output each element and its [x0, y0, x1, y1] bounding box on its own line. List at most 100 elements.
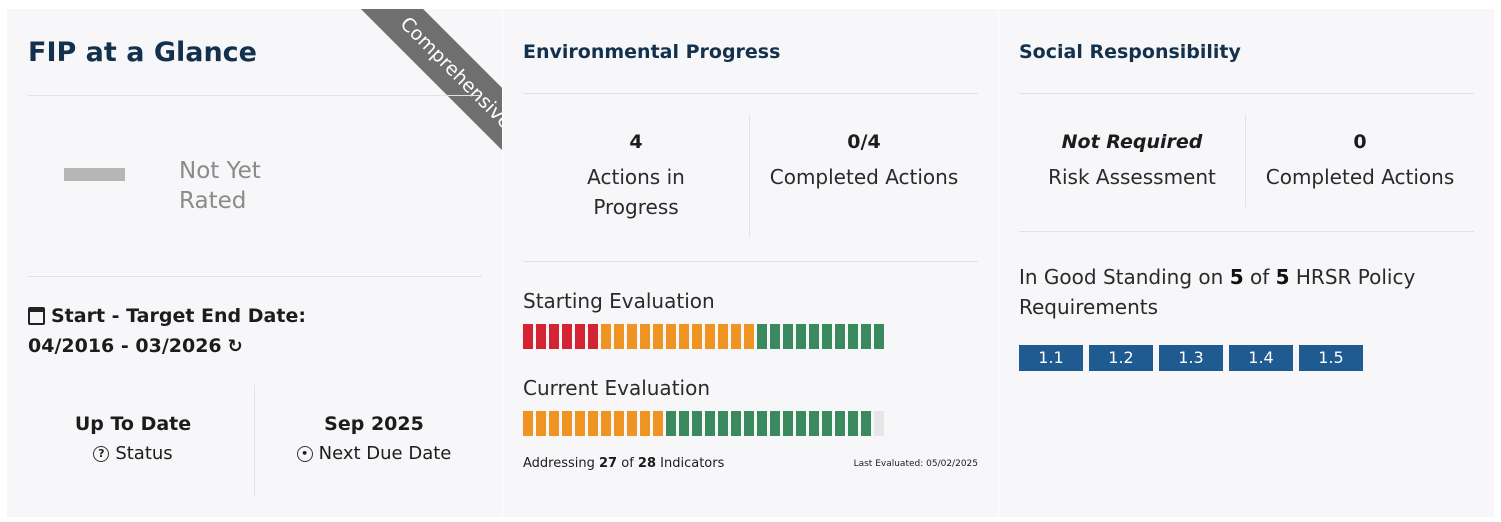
current-evaluation-label: Current Evaluation — [523, 376, 711, 400]
evaluation-segment-orange — [523, 411, 533, 436]
calendar-icon — [28, 307, 45, 325]
evaluation-segment-green — [861, 324, 871, 349]
indicator-of: of — [621, 456, 634, 471]
help-circle-icon[interactable]: ? — [93, 445, 110, 462]
comprehensive-ribbon: Comprehensive — [348, 9, 502, 179]
divider-vertical — [254, 385, 255, 497]
status-label: Status — [115, 443, 173, 464]
evaluation-segment-green — [835, 324, 845, 349]
divider — [523, 261, 978, 262]
policy-badge-1-5[interactable]: 1.5 — [1299, 345, 1363, 371]
current-evaluation-bar — [523, 411, 884, 436]
divider — [28, 95, 482, 96]
evaluation-segment-orange — [666, 324, 676, 349]
rating-placeholder-bar — [64, 168, 125, 181]
social-completed-value: 0 — [1353, 131, 1367, 153]
policy-badge-1-1[interactable]: 1.1 — [1019, 345, 1083, 371]
rating-line-1: Not Yet — [179, 158, 261, 184]
evaluation-segment-green — [770, 324, 780, 349]
starting-evaluation-bar — [523, 324, 884, 349]
evaluation-segment-orange — [731, 324, 741, 349]
evaluation-segment-green — [809, 411, 819, 436]
risk-label: Risk Assessment — [1048, 165, 1216, 189]
risk-value: Not Required — [1061, 131, 1203, 153]
indicator-suffix: Indicators — [660, 456, 725, 471]
evaluation-segment-green — [861, 411, 871, 436]
evaluation-segment-orange — [653, 324, 663, 349]
evaluation-segment-green — [744, 411, 754, 436]
divider — [523, 93, 978, 94]
evaluation-segment-green — [874, 324, 884, 349]
evaluation-segment-orange — [588, 411, 598, 436]
due-date-stat: Sep 2025 • Next Due Date — [269, 413, 479, 464]
clock-icon: • — [296, 445, 313, 462]
evaluation-segment-green — [757, 411, 767, 436]
evaluation-segment-orange — [614, 411, 624, 436]
evaluation-segment-red — [562, 324, 572, 349]
last-evaluated: Last Evaluated: 05/02/2025 — [853, 459, 978, 469]
evaluation-segment-orange — [718, 324, 728, 349]
evaluation-segment-orange — [536, 411, 546, 436]
evaluation-segment-orange — [640, 411, 650, 436]
divider-vertical — [749, 115, 750, 237]
evaluation-segment-green — [783, 411, 793, 436]
evaluation-segment-orange — [575, 411, 585, 436]
indicator-total: 28 — [637, 456, 657, 471]
status-value: Up To Date — [74, 413, 192, 435]
fip-glance-panel: FIP at a Glance Comprehensive Not Yet Ra… — [7, 9, 502, 517]
evaluation-segment-red — [588, 324, 598, 349]
good-standing-text: In Good Standing on 5 of 5 HRSR Policy R… — [1019, 262, 1419, 322]
indicator-addressed: 27 — [599, 456, 618, 471]
due-date-label-row: • Next Due Date — [269, 443, 479, 464]
completed-label: Completed Actions — [769, 165, 959, 189]
evaluation-segment-green — [796, 411, 806, 436]
evaluation-segment-green — [822, 324, 832, 349]
page-title: FIP at a Glance — [28, 37, 257, 68]
due-date-value: Sep 2025 — [324, 413, 424, 435]
evaluation-segment-orange — [562, 411, 572, 436]
evaluation-segment-orange — [705, 324, 715, 349]
environmental-panel: Environmental Progress 4 Actions in Prog… — [503, 9, 998, 517]
evaluation-segment-green — [705, 411, 715, 436]
evaluation-segment-green — [770, 411, 780, 436]
evaluation-segment-orange — [653, 411, 663, 436]
refresh-icon[interactable]: ↻ — [227, 335, 243, 357]
standing-of: of — [1249, 265, 1270, 289]
actions-label: Actions in Progress — [587, 165, 685, 219]
divider — [1019, 231, 1474, 232]
rating-text: Not Yet Rated — [179, 156, 299, 216]
status-label-row: ? Status — [28, 443, 238, 464]
evaluation-segment-orange — [614, 324, 624, 349]
divider — [28, 276, 482, 277]
standing-total: 5 — [1275, 265, 1290, 289]
social-completed-metric: 0 Completed Actions — [1246, 131, 1474, 192]
rating-line-2: Rated — [179, 188, 247, 214]
evaluation-segment-green — [848, 324, 858, 349]
evaluation-segment-green — [718, 411, 728, 436]
standing-prefix: In Good Standing on — [1019, 265, 1224, 289]
evaluation-segment-red — [549, 324, 559, 349]
evaluation-segment-red — [523, 324, 533, 349]
due-date-label: Next Due Date — [318, 443, 452, 464]
evaluation-segment-orange — [549, 411, 559, 436]
indicator-prefix: Addressing — [523, 456, 595, 471]
evaluation-segment-green — [796, 324, 806, 349]
evaluation-segment-green — [822, 411, 832, 436]
risk-assessment-metric: Not Required Risk Assessment — [1019, 131, 1245, 192]
ribbon-container: Comprehensive — [332, 9, 502, 179]
policy-badge-1-3[interactable]: 1.3 — [1159, 345, 1223, 371]
policy-badge-1-4[interactable]: 1.4 — [1229, 345, 1293, 371]
actions-in-progress-metric: 4 Actions in Progress — [523, 131, 749, 222]
evaluation-segment-orange — [627, 411, 637, 436]
policy-badge-1-2[interactable]: 1.2 — [1089, 345, 1153, 371]
evaluation-segment-green — [809, 324, 819, 349]
date-label-text: Start - Target End Date: — [51, 305, 306, 327]
date-label: Start - Target End Date: — [28, 305, 306, 327]
evaluation-segment-red — [536, 324, 546, 349]
evaluation-segment-orange — [744, 324, 754, 349]
social-panel: Social Responsibility Not Required Risk … — [999, 9, 1494, 517]
evaluation-segment-orange — [692, 324, 702, 349]
status-stat: Up To Date ? Status — [28, 413, 238, 464]
evaluation-segment-green — [783, 324, 793, 349]
section-title: Social Responsibility — [1019, 41, 1241, 63]
